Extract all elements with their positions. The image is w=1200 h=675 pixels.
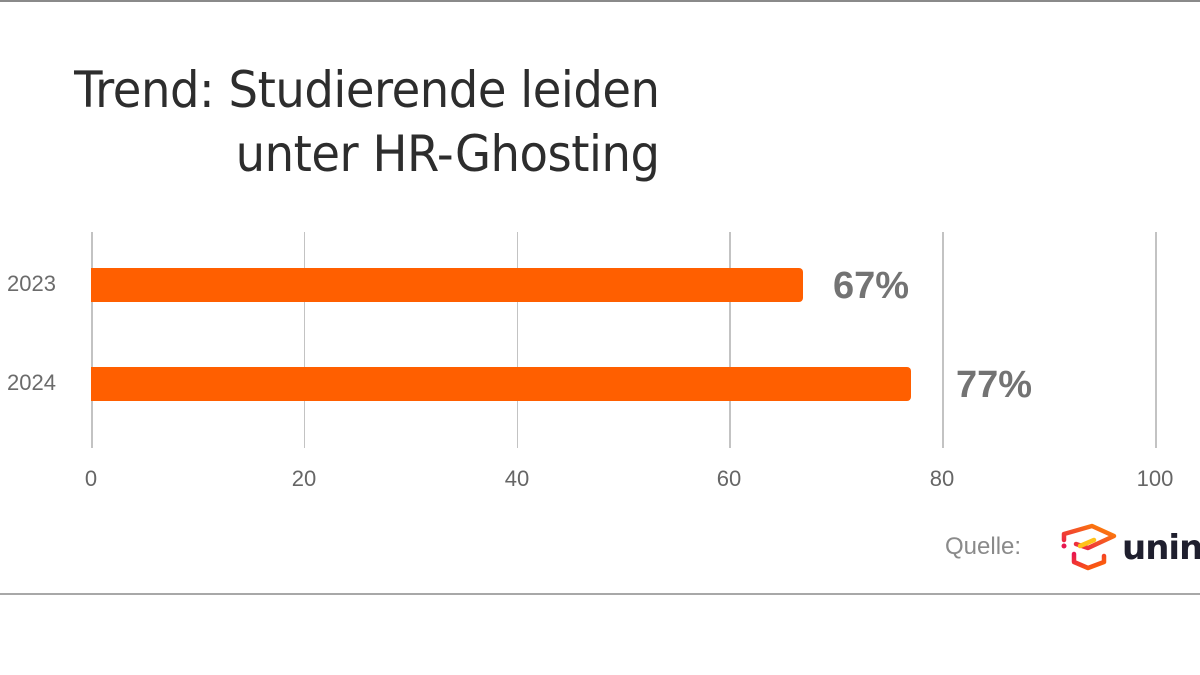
x-tick-0: 0	[84, 466, 98, 491]
gridline-80	[942, 232, 944, 448]
bottom-divider	[0, 593, 1200, 595]
source-label: Quelle:	[945, 533, 1022, 560]
top-divider	[0, 0, 1200, 2]
bar-2024	[91, 367, 911, 401]
x-tick-40: 40	[504, 466, 530, 491]
x-tick-60: 60	[716, 466, 742, 491]
chart-title-line-1: Trend: Studierende leiden	[74, 61, 661, 119]
x-tick-80: 80	[929, 466, 955, 491]
bar-2023	[91, 268, 803, 302]
category-label-2024: 2024	[7, 370, 56, 395]
gridline-0	[91, 232, 93, 448]
gridline-40	[516, 232, 519, 448]
chart-title: Trend: Studierende leiden unter HR-Ghost…	[74, 58, 661, 186]
x-tick-20: 20	[291, 466, 317, 491]
value-label-2024: 77%	[956, 364, 1033, 406]
gridline-60	[729, 232, 731, 448]
value-label-2023: 67%	[833, 265, 910, 307]
graduation-cap-logo-icon	[1061, 523, 1117, 571]
chart-title-line-2: unter HR-Ghosting	[236, 125, 661, 183]
gridline-100	[1155, 232, 1157, 448]
bar-chart: 2023 2024 67% 77% 0 20 40 60 80 100	[7, 232, 1174, 491]
gridline-20	[303, 232, 306, 448]
category-label-2023: 2023	[7, 271, 56, 296]
source-logo-text: unin	[1122, 528, 1200, 568]
x-tick-100: 100	[1136, 466, 1174, 491]
